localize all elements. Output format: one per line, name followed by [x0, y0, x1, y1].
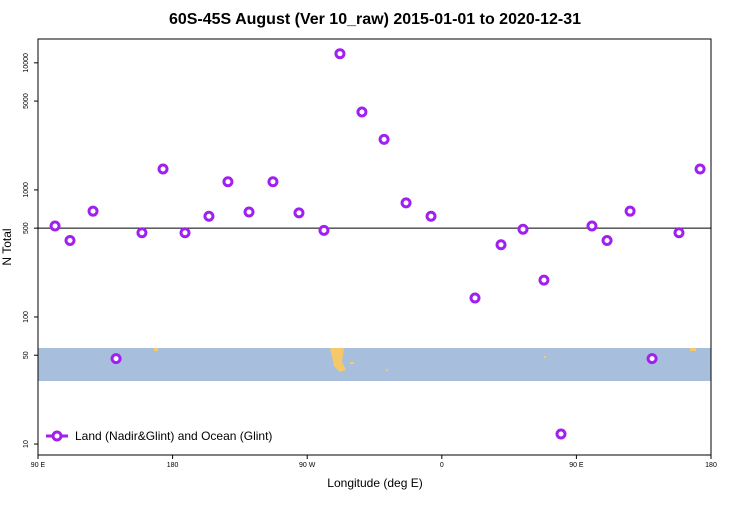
point [586, 220, 598, 232]
point [495, 239, 507, 251]
x-axis-label: Longitude (deg E) [327, 476, 422, 490]
legend: Land (Nadir&Glint) and Ocean (Glint) [46, 429, 272, 443]
point [378, 133, 390, 145]
y-tick-label: 10000 [23, 53, 30, 73]
land [330, 348, 346, 372]
point [64, 234, 76, 246]
land [386, 369, 388, 371]
point [425, 210, 437, 222]
x-tick-label: 90 W [299, 462, 316, 469]
point [136, 227, 148, 239]
point [243, 206, 255, 218]
x-tick-label: 180 [705, 462, 717, 469]
legend-label: Land (Nadir&Glint) and Ocean (Glint) [75, 429, 272, 443]
point [538, 274, 550, 286]
y-axis-label: N Total [0, 228, 14, 265]
point [601, 234, 613, 246]
point [293, 207, 305, 219]
map-band [38, 348, 711, 381]
x-tick-label: 180 [167, 462, 179, 469]
land-shapes [154, 348, 696, 372]
land [350, 362, 354, 364]
point [400, 197, 412, 209]
land [544, 356, 546, 358]
legend-marker [51, 430, 63, 442]
point [179, 227, 191, 239]
point [646, 353, 658, 365]
x-tick-label: 90 E [31, 462, 46, 469]
point [87, 205, 99, 217]
y-tick-label: 500 [23, 222, 30, 234]
point [267, 176, 279, 188]
point [624, 205, 636, 217]
point [49, 220, 61, 232]
point [203, 210, 215, 222]
point [334, 48, 346, 60]
land [690, 348, 696, 351]
point [157, 163, 169, 175]
x-tick-label: 0 [440, 462, 444, 469]
y-tick-label: 1000 [23, 182, 30, 198]
point [694, 163, 706, 175]
plot-frame [37, 38, 712, 456]
point [517, 223, 529, 235]
point [555, 428, 567, 440]
point [673, 227, 685, 239]
point [222, 176, 234, 188]
point [318, 224, 330, 236]
land [154, 348, 158, 351]
x-tick-label: 90 E [569, 462, 584, 469]
chart-title: 60S-45S August (Ver 10_raw) 2015-01-01 t… [169, 11, 581, 28]
y-tick-label: 5000 [23, 93, 30, 109]
y-tick-label: 10 [23, 440, 30, 448]
point [110, 353, 122, 365]
y-tick-label: 100 [23, 311, 30, 323]
y-tick-label: 50 [23, 351, 30, 359]
point [356, 106, 368, 118]
point [469, 292, 481, 304]
